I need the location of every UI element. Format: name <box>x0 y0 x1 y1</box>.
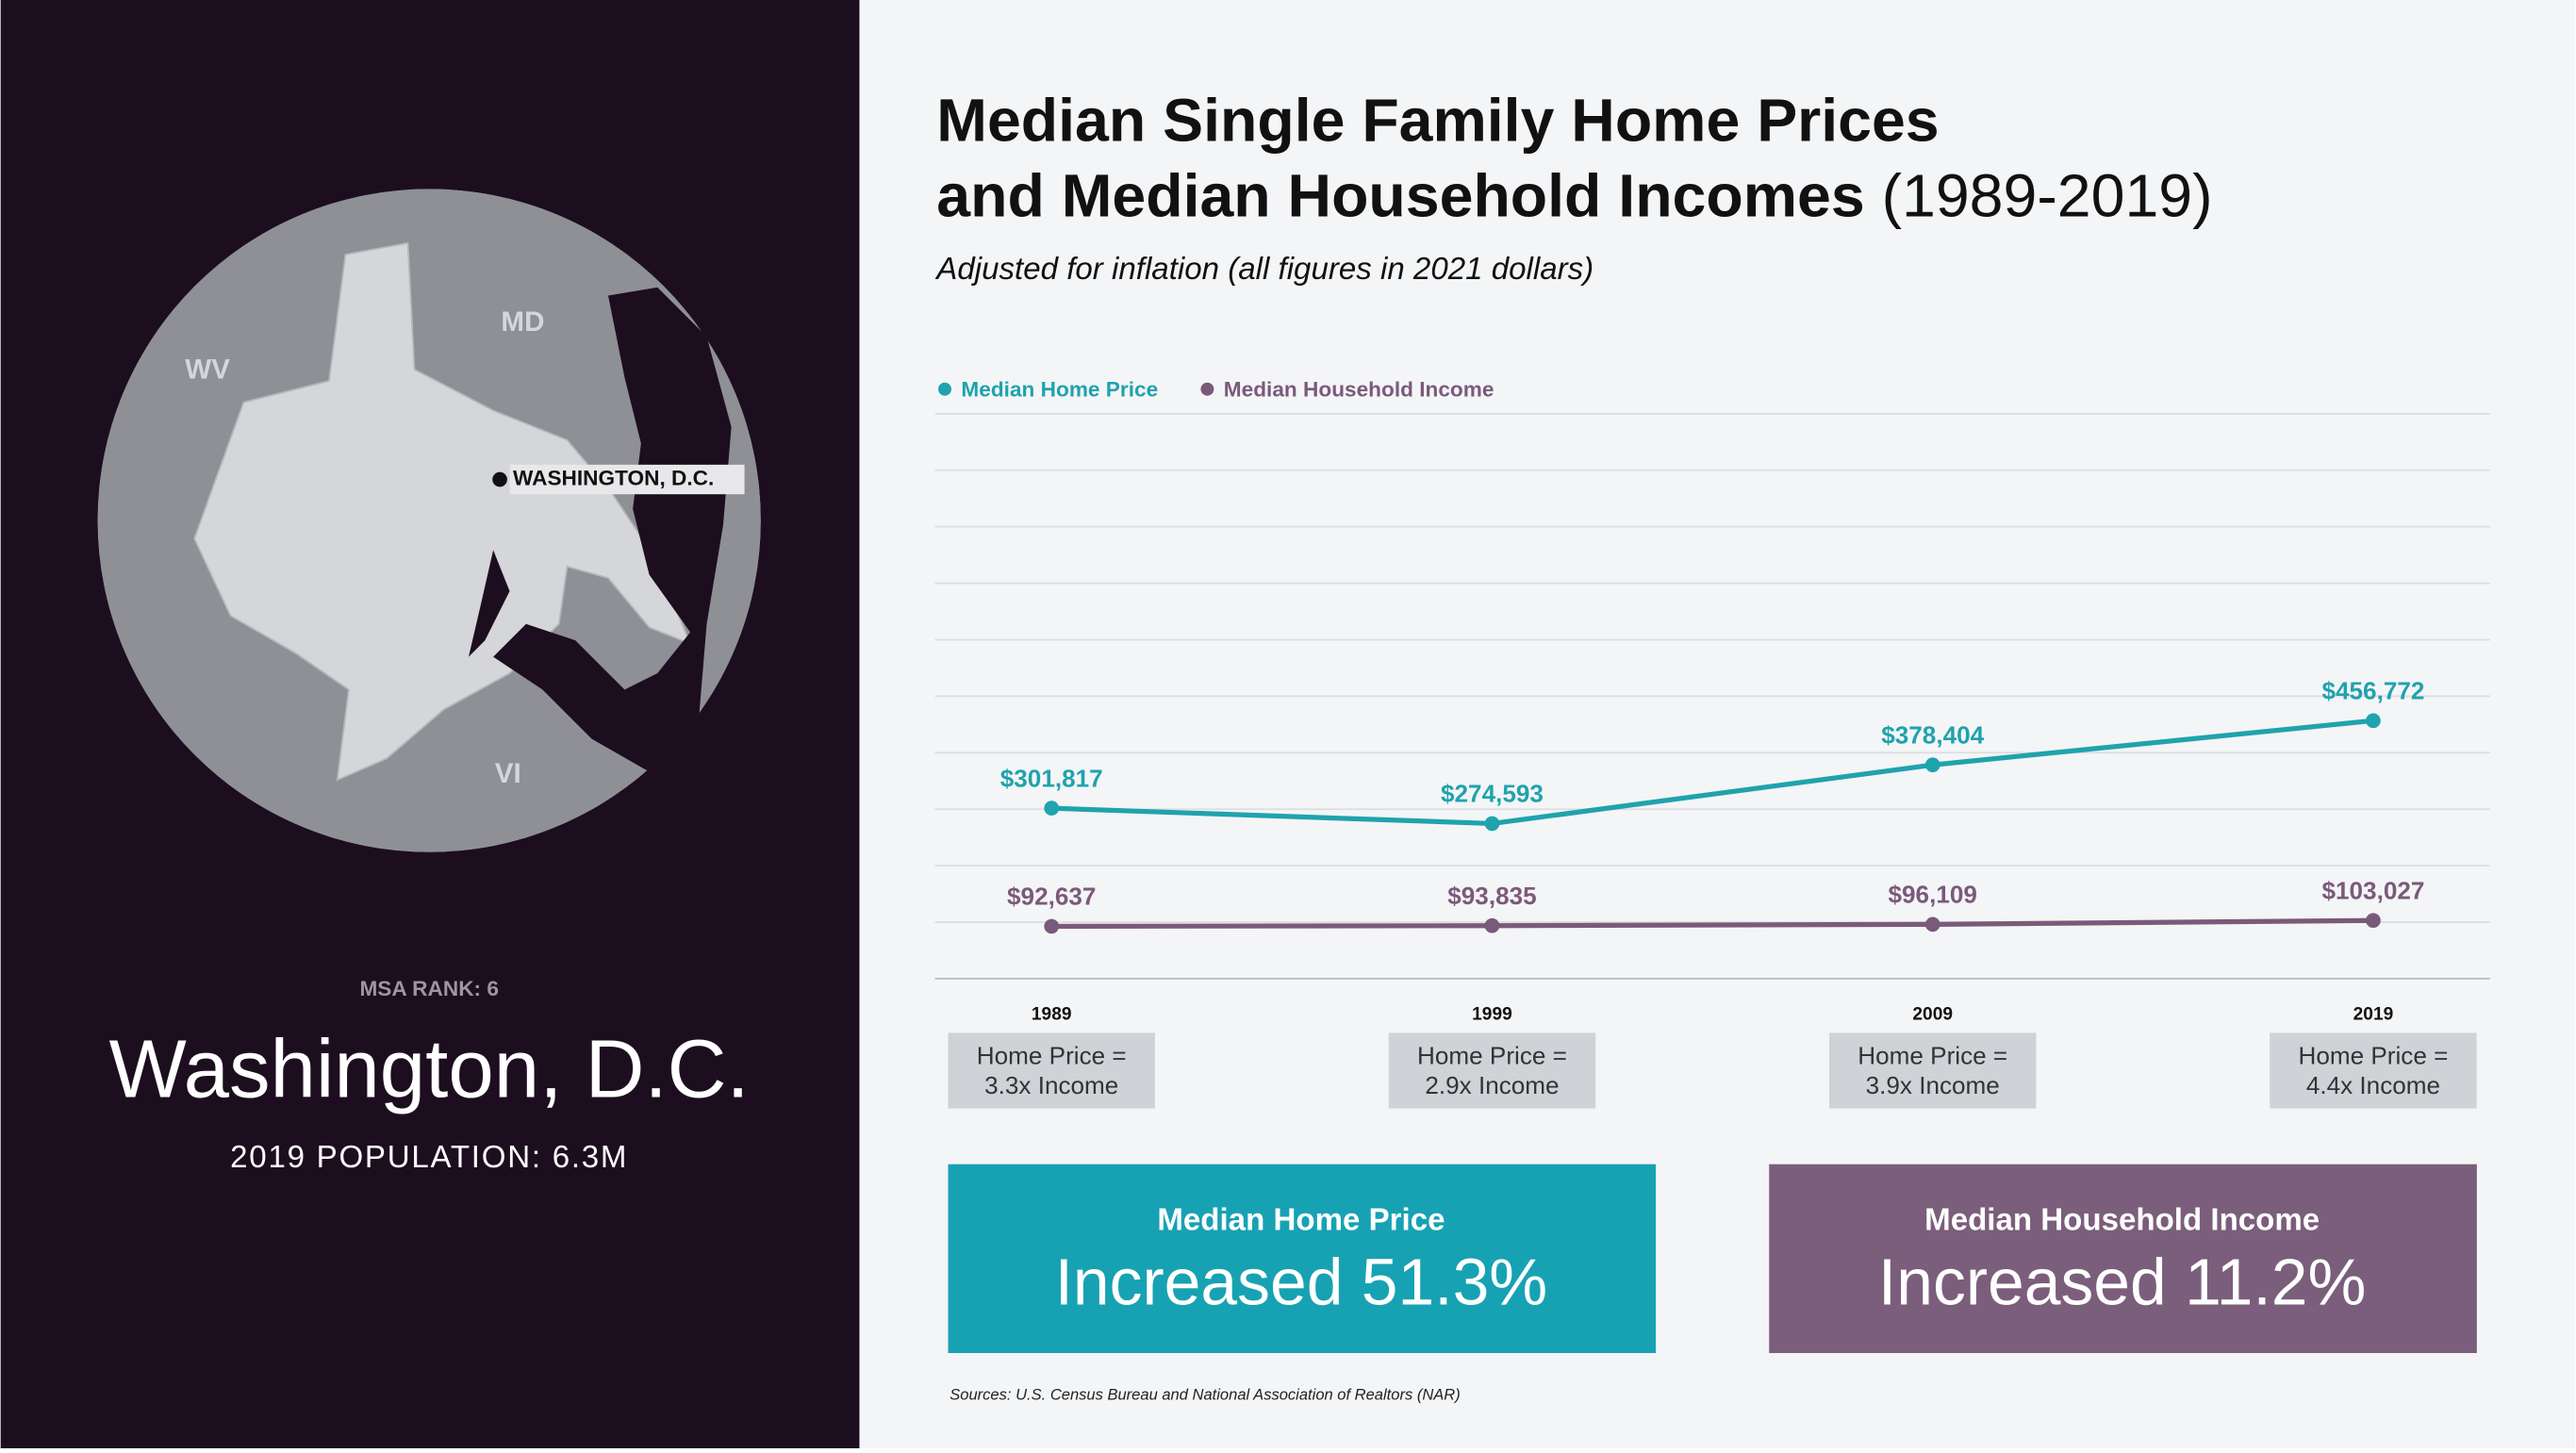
x-tick-label: 1999 <box>1472 1004 1512 1024</box>
series-line <box>1051 718 2374 827</box>
legend-label: Median Household Income <box>1224 377 1494 401</box>
x-tick-label: 1989 <box>1032 1004 1072 1024</box>
data-label: $96,109 <box>1889 881 1977 909</box>
data-label: $301,817 <box>1000 764 1103 792</box>
city-dot <box>492 471 507 487</box>
chart-title: and Median Household Incomes (1989-2019) <box>936 161 2212 229</box>
ratio-text: Home Price = <box>1858 1041 2007 1069</box>
ratio-text: 3.9x Income <box>1866 1071 2000 1099</box>
chart-title-suffix: (1989-2019) <box>1882 161 2213 229</box>
chart-title: Median Single Family Home Prices <box>936 86 1939 154</box>
city-label-bg <box>509 464 745 495</box>
ratio-text: Home Price = <box>2299 1041 2449 1069</box>
map-river <box>468 550 510 657</box>
data-point <box>1924 757 1940 773</box>
map-label: WV <box>185 354 230 385</box>
data-label: $93,835 <box>1447 882 1536 910</box>
ratio-text: Home Price = <box>977 1041 1127 1069</box>
ratio-text: 4.4x Income <box>2306 1071 2440 1099</box>
map-label: MD <box>501 306 544 338</box>
chart-title-line: and Median Household Incomes <box>936 161 1864 229</box>
summary-heading: Median Home Price <box>1157 1202 1445 1237</box>
ratio-text: 3.3x Income <box>984 1071 1118 1099</box>
x-tick-label: 2009 <box>1912 1004 1953 1024</box>
map: WV MD VI <box>97 189 761 852</box>
data-point <box>2366 713 2381 729</box>
summary-text: Increased 11.2% <box>1878 1246 2366 1319</box>
map-water <box>493 287 732 772</box>
data-label: $274,593 <box>1441 780 1544 808</box>
data-point <box>1044 918 1060 934</box>
summary-box <box>948 1164 1657 1353</box>
data-point <box>2366 913 2381 929</box>
data-point <box>1924 916 1940 933</box>
legend-marker <box>1200 382 1214 396</box>
summary-heading: Median Household Income <box>1924 1202 2320 1237</box>
data-label: $378,404 <box>1881 721 1984 750</box>
ratio-box <box>1388 1032 1596 1109</box>
ratio-box <box>948 1032 1155 1109</box>
source: Sources: U.S. Census Bureau and National… <box>949 1386 1461 1404</box>
series-line <box>1051 917 2373 930</box>
x-tick-label: 2019 <box>2353 1004 2394 1024</box>
map-land <box>193 241 692 782</box>
ratio-text: 2.9x Income <box>1425 1071 1559 1099</box>
legend-label: Median Home Price <box>961 377 1158 401</box>
data-label: $92,637 <box>1007 883 1096 911</box>
population: 2019 POPULATION: 6.3M <box>230 1140 628 1175</box>
msa-rank: MSA RANK: 6 <box>359 977 498 1000</box>
ratio-box <box>1828 1032 2037 1109</box>
data-point <box>1484 917 1500 933</box>
city-name: Washington, D.C. <box>109 1024 750 1115</box>
data-label: $103,027 <box>2322 877 2425 905</box>
data-point <box>1484 816 1500 832</box>
summary-box <box>1769 1164 2477 1353</box>
ratio-text: Home Price = <box>1417 1041 1567 1069</box>
ratio-box <box>2270 1032 2477 1109</box>
summary-text: Increased 51.3% <box>1055 1246 1548 1319</box>
city-label: WASHINGTON, D.C. <box>513 467 714 490</box>
legend-marker <box>938 382 951 396</box>
map-label: VI <box>495 758 521 789</box>
data-point <box>1044 801 1060 816</box>
chart-subtitle: Adjusted for inflation (all figures in 2… <box>934 252 1593 287</box>
data-label: $456,772 <box>2322 677 2425 705</box>
